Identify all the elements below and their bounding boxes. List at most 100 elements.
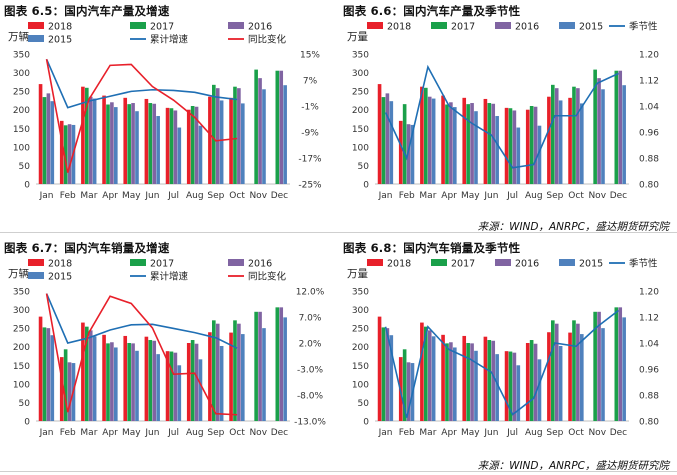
y-tick-label: 350 [13,51,30,61]
bar-2015 [389,101,394,184]
bar-2016 [554,323,559,421]
bar-2015 [135,111,139,184]
bar-2016 [237,88,241,184]
legend-swatch-2016 [495,259,511,266]
bar-2016 [554,88,559,184]
legend-swatch-2017 [130,259,146,266]
bar-2016 [173,110,178,184]
bar-2017 [381,327,386,421]
bar-2018 [441,334,445,421]
x-tick-label: Jul [167,191,179,201]
bar-2018 [59,120,64,184]
y-tick-label: 150 [352,125,369,135]
y-tick-label: 250 [352,88,369,98]
bar-2017 [529,340,534,421]
bar-2015 [474,111,478,184]
legend-swatch-2016 [228,22,244,29]
bar-2016 [576,88,580,184]
x-tick-label: Jul [506,428,518,438]
x-tick-label: Jun [144,428,159,438]
x-tick-label: Dec [610,191,627,201]
bar-2016 [67,124,72,184]
bar-2015 [198,125,203,184]
divider [0,471,677,472]
bar-2018 [186,343,191,421]
legend-label: 同比变化 [248,34,287,46]
legend-swatch-2018 [367,259,383,266]
y-tick-label: 200 [352,106,369,116]
x-tick-label: Nov [249,191,267,201]
legend-label: 同比变化 [248,271,287,283]
line-series-季节性 [384,64,619,169]
bar-2016 [152,103,157,184]
chart-canvas: 万辆 0 50 100 150 200 250 300 350 -13.0% -8.0% -3.0% 2… [8,259,326,439]
x-tick-label: Sep [207,191,224,201]
bar-2015 [495,354,499,421]
bar-2017 [212,84,216,184]
y-tick-label: 350 [352,288,369,298]
bar-2016 [258,78,262,184]
x-tick-label: Jul [167,428,179,438]
chart-title: 图表 6.6：国内汽车产量及季节性 [343,4,521,18]
bar-2017 [424,326,428,421]
y2-tick-label: 12.0% [296,288,325,298]
bar-2018 [377,316,382,421]
bar-2017 [63,349,68,421]
bar-2015 [601,89,605,184]
x-tick-label: Sep [207,428,224,438]
x-tick-label: Jan [39,428,54,438]
bar-2015 [114,347,118,421]
bar-2017 [572,86,576,184]
bar-2016 [491,340,496,421]
y-tick-label: 150 [13,125,30,135]
bar-2015 [453,347,457,421]
bar-2017 [148,103,153,184]
bar-2018 [420,86,424,184]
bar-2017 [487,103,492,184]
legend-swatch-2016 [228,259,244,266]
legend-label: 2015 [48,35,72,46]
bar-2018 [504,351,509,421]
x-tick-label: Nov [588,191,606,201]
chart-title: 图表 6.5：国内汽车产量及增速 [4,4,170,18]
y2-tick-label: -9% [301,129,319,139]
y-tick-label: 300 [13,69,30,79]
legend-label: 2018 [387,22,411,33]
x-tick-label: May [122,191,141,201]
bar-2017 [572,320,576,421]
x-tick-label: May [461,191,480,201]
legend-label: 季节性 [629,21,658,33]
bar-2017 [190,340,195,421]
bar-2018 [229,97,233,184]
bar-2015 [622,317,626,421]
chart-canvas: 万量 0 50 100 150 200 250 300 350 0.80 0.88 0.96 1.04 1… [347,21,659,202]
legend-swatch-2015 [559,22,575,29]
divider [0,232,677,233]
bar-2017 [551,84,555,184]
bar-2016 [110,102,114,184]
y-tick-label: 250 [13,325,30,335]
bar-2018 [568,97,572,184]
bar-2016 [110,342,114,421]
bar-2015 [580,334,584,421]
y2-tick-label: 0.96 [639,129,659,139]
bar-2015 [516,127,521,184]
x-tick-label: Aug [525,191,543,201]
legend-label: 2017 [150,22,174,33]
bar-2017 [212,320,216,421]
x-tick-label: Apr [102,191,118,201]
y2-tick-label: 0.96 [639,366,659,376]
bar-2015 [219,100,224,184]
bar-2015 [537,125,542,184]
bar-2015 [580,103,584,184]
x-tick-label: May [122,428,141,438]
bar-2016 [131,103,135,184]
bar-2017 [254,311,258,421]
bar-2018 [38,84,43,184]
bar-2016 [618,307,623,421]
bar-2017 [529,106,534,184]
x-tick-label: May [461,428,480,438]
bar-2016 [131,343,135,421]
bar-2015 [495,116,499,184]
legend-label: 2018 [48,259,72,270]
